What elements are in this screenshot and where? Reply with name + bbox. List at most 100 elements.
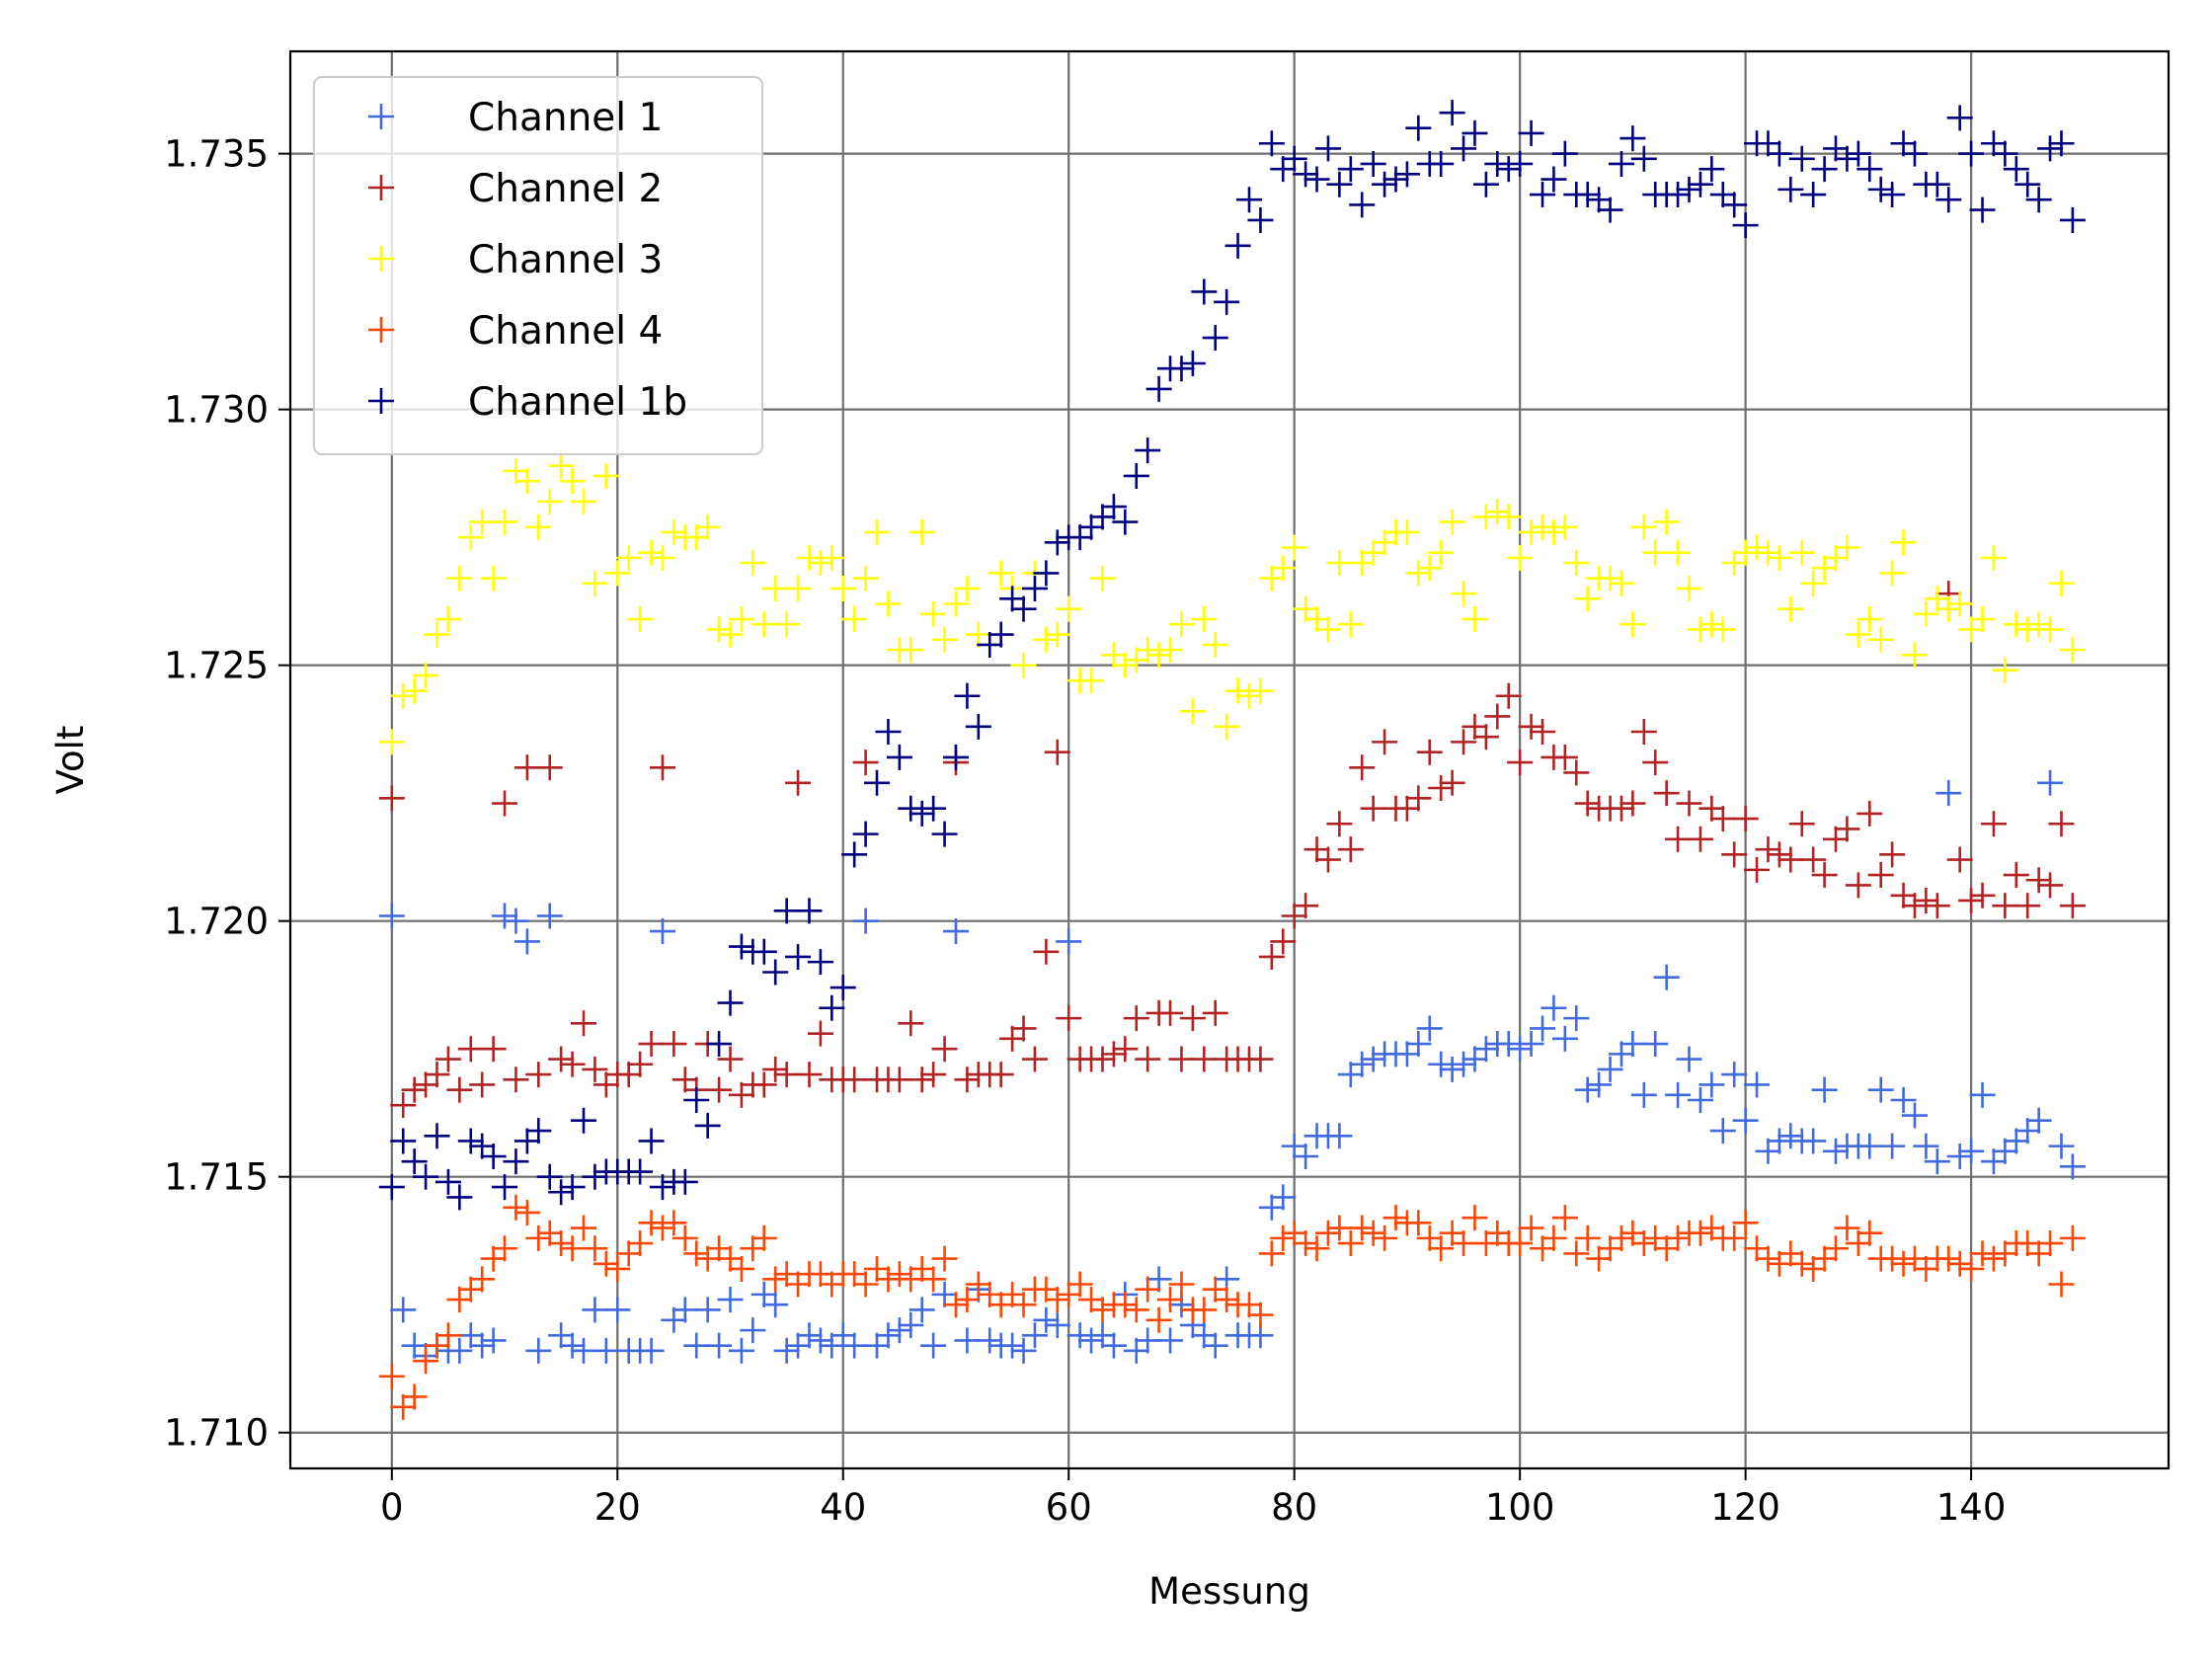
data-point xyxy=(762,575,789,601)
data-point xyxy=(378,1174,405,1201)
data-point xyxy=(2025,1107,2052,1134)
data-point xyxy=(1867,1076,1894,1103)
data-point xyxy=(1235,1292,1262,1318)
data-point xyxy=(514,928,540,955)
data-point xyxy=(1551,1025,1578,1052)
data-point xyxy=(1879,560,1906,587)
data-point xyxy=(1439,769,1465,796)
x-tick-label: 120 xyxy=(1710,1486,1780,1529)
data-point xyxy=(1123,1005,1149,1032)
data-point xyxy=(1890,882,1917,908)
data-point xyxy=(1135,637,1161,664)
data-point xyxy=(694,1297,721,1323)
data-point xyxy=(1202,1276,1228,1303)
data-point xyxy=(875,591,902,617)
data-point xyxy=(1191,1322,1218,1349)
data-point xyxy=(1258,130,1285,157)
data-point xyxy=(773,611,800,638)
data-point xyxy=(548,1179,575,1206)
data-point xyxy=(1247,1046,1274,1072)
data-point xyxy=(615,544,642,571)
data-point xyxy=(661,1306,687,1333)
data-point xyxy=(1788,1250,1815,1277)
data-point xyxy=(492,509,518,535)
data-point xyxy=(1112,1036,1139,1063)
data-point xyxy=(706,1031,733,1058)
data-point xyxy=(1518,119,1544,146)
data-point xyxy=(1732,212,1759,239)
data-point xyxy=(615,1240,642,1267)
data-points xyxy=(378,100,2086,1420)
data-point xyxy=(1462,1205,1488,1231)
data-point xyxy=(2025,187,2052,213)
data-point xyxy=(457,524,484,551)
data-point xyxy=(627,1051,654,1077)
data-point xyxy=(1314,1220,1341,1246)
data-point xyxy=(1530,719,1555,746)
data-point xyxy=(1472,504,1499,530)
data-point xyxy=(638,1031,665,1058)
data-point xyxy=(999,586,1026,612)
data-point xyxy=(1698,156,1725,183)
data-point xyxy=(2037,872,2064,899)
data-point xyxy=(898,1010,924,1037)
data-point xyxy=(649,754,675,781)
data-point xyxy=(1033,560,1060,587)
data-point xyxy=(1676,176,1702,202)
data-point xyxy=(1845,140,1871,167)
data-point xyxy=(2014,893,2041,919)
data-point xyxy=(1157,1287,1184,1313)
data-point xyxy=(1811,156,1838,183)
data-point xyxy=(796,1062,823,1088)
data-point xyxy=(514,468,540,495)
data-point xyxy=(683,1087,710,1113)
data-point xyxy=(1451,729,1477,755)
data-point xyxy=(672,1066,698,1093)
data-point xyxy=(1360,150,1386,177)
data-point xyxy=(672,1297,698,1323)
data-point xyxy=(1530,182,1555,208)
data-point xyxy=(1608,150,1634,177)
data-point xyxy=(1946,1143,1973,1169)
y-tick-label: 1.735 xyxy=(164,133,269,176)
data-point xyxy=(627,1230,654,1257)
data-point xyxy=(1405,115,1432,141)
data-point xyxy=(1732,1210,1759,1236)
data-point xyxy=(886,744,912,770)
data-point xyxy=(830,975,856,1001)
data-point xyxy=(1574,1224,1601,1251)
data-point xyxy=(1112,1292,1139,1318)
data-point xyxy=(706,616,733,643)
data-point xyxy=(434,1168,461,1195)
data-point xyxy=(728,1081,754,1108)
data-point xyxy=(492,1235,518,1262)
data-point xyxy=(819,544,845,571)
data-point xyxy=(999,1025,1026,1052)
data-point xyxy=(1958,887,1985,913)
data-point xyxy=(841,1332,868,1359)
data-point xyxy=(1946,846,1973,873)
data-point xyxy=(1123,647,1149,673)
data-point xyxy=(1665,826,1692,852)
data-point xyxy=(728,933,754,960)
data-point xyxy=(942,744,969,770)
data-point xyxy=(1372,171,1398,198)
data-point xyxy=(1901,140,1928,167)
data-point xyxy=(1179,351,1206,377)
data-point xyxy=(1913,600,1939,627)
data-point xyxy=(1416,1015,1443,1042)
data-point xyxy=(2059,893,2086,919)
data-point xyxy=(931,821,958,847)
data-point xyxy=(1620,611,1646,638)
data-point xyxy=(525,1337,552,1364)
data-point xyxy=(1235,187,1262,213)
data-point xyxy=(841,1261,868,1288)
data-point xyxy=(1811,1245,1838,1272)
data-point xyxy=(1823,544,1850,571)
y-tick-label: 1.715 xyxy=(164,1156,269,1199)
data-point xyxy=(1653,964,1680,990)
data-point xyxy=(1157,1327,1184,1354)
data-point xyxy=(525,1062,552,1088)
data-point xyxy=(1608,1224,1634,1251)
data-point xyxy=(401,1076,428,1103)
